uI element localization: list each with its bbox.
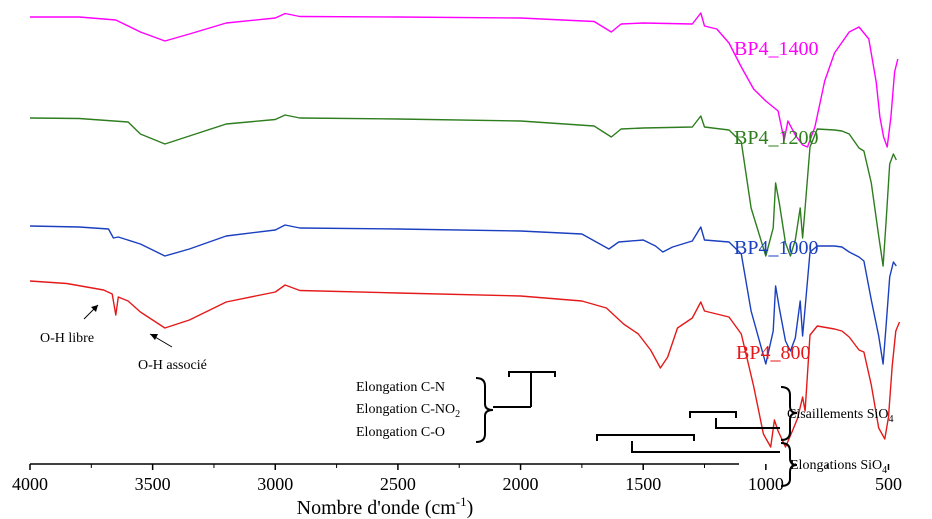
series-line-bp4-1000 xyxy=(29,224,897,365)
series-label-bp4-1400: BP4_1400 xyxy=(734,38,818,60)
annotation-oh-libre: O-H libre xyxy=(40,331,94,346)
annotation-oh-associe-arrowhead xyxy=(150,334,158,340)
x-tick-label-3000: 3000 xyxy=(257,474,293,494)
annotation-elongation-label: Elongations SiO4 xyxy=(790,458,887,476)
series-group xyxy=(29,12,901,448)
annotation-elongation-co: Elongation C-O xyxy=(356,425,445,440)
annotation-cisaillement-brace xyxy=(780,386,798,441)
annotation-cisaillement-label: Cisaillements SiO4 xyxy=(787,407,894,425)
x-tick-label-1500: 1500 xyxy=(625,474,661,494)
x-tick-label-500: 500 xyxy=(875,474,902,494)
annotation-elongation-cn: Elongation C-N xyxy=(356,380,445,395)
x-axis-ticks: 4000 3500 3000 2500 2000 1500 1000 500 xyxy=(12,464,902,494)
x-tick-label-3500: 3500 xyxy=(135,474,171,494)
annotation-elongation-connector xyxy=(631,441,780,453)
series-line-bp4-1200 xyxy=(29,114,897,267)
annotation-oh-associe: O-H associé xyxy=(138,358,207,373)
series-label-bp4-1200: BP4_1200 xyxy=(734,127,818,149)
series-label-bp4-800: BP4_800 xyxy=(736,342,810,364)
annotation-elongation-bracket xyxy=(596,434,695,441)
annotation-group-bracket xyxy=(508,371,556,377)
series-line-bp4-1400 xyxy=(30,12,899,148)
x-tick-label-2500: 2500 xyxy=(380,474,416,494)
annotation-elongation-cno2: Elongation C-NO2 xyxy=(356,402,460,420)
annotation-group-brace xyxy=(475,377,494,443)
annotation-oh-libre-arrowhead xyxy=(91,305,98,312)
annotation-elongation-brace xyxy=(780,442,798,487)
x-tick-label-1000: 1000 xyxy=(748,474,784,494)
x-axis-title: Nombre d'onde (cm-1) xyxy=(297,494,474,519)
x-tick-label-2000: 2000 xyxy=(503,474,539,494)
series-line-bp4-800 xyxy=(29,280,901,448)
series-label-bp4-1000: BP4_1000 xyxy=(734,237,818,259)
x-tick-label-4000: 4000 xyxy=(12,474,48,494)
annotation-cisaillement-bracket xyxy=(689,411,737,418)
annotation-cisaillement-connector xyxy=(715,418,780,429)
